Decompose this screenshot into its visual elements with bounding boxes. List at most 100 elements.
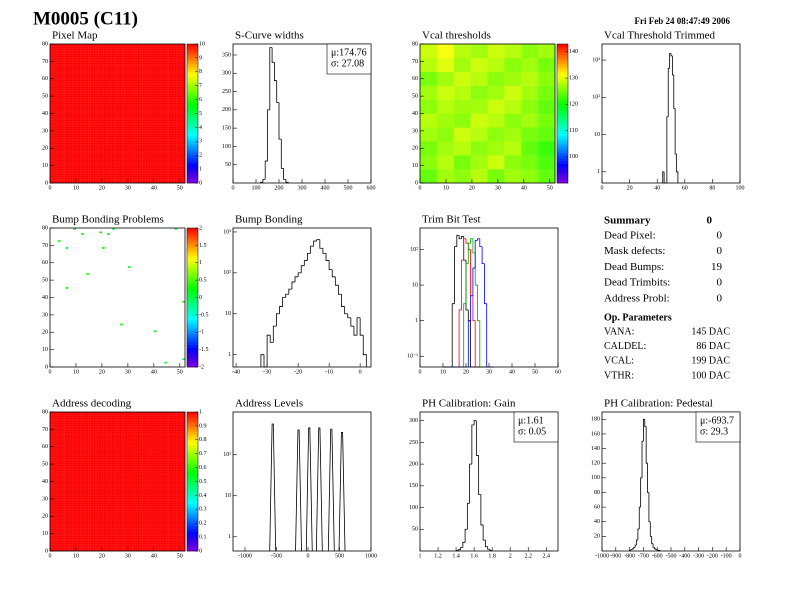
colorbar-segment bbox=[557, 49, 568, 53]
colorbar-segment bbox=[557, 149, 568, 153]
histogram-bin bbox=[350, 317, 354, 327]
colorbar-segment bbox=[557, 85, 568, 89]
colorbar-segment bbox=[187, 278, 198, 282]
colorbar-label: 9 bbox=[199, 55, 202, 61]
y-tick-label: 10 bbox=[225, 493, 231, 499]
y-tick-label: 40 bbox=[42, 479, 48, 485]
summary-label: Dead Trimbits: bbox=[604, 277, 670, 289]
x-tick-label: 100 bbox=[736, 185, 745, 191]
colorbar-segment bbox=[187, 244, 198, 248]
x-tick-label: 20 bbox=[463, 369, 469, 375]
colorbar-label: 140 bbox=[569, 49, 578, 55]
stats-text: μ:174.76 bbox=[331, 47, 367, 58]
summary-label: Dead Pixel: bbox=[604, 230, 656, 242]
colorbar-segment bbox=[187, 71, 198, 75]
y-tick-label: 40 bbox=[42, 295, 48, 301]
plot-frame bbox=[601, 43, 741, 184]
colorbar-segment bbox=[557, 71, 568, 75]
colorbar-segment bbox=[557, 52, 568, 56]
peak bbox=[315, 427, 323, 552]
histogram-bin bbox=[641, 440, 644, 478]
colorbar-label: 10 bbox=[199, 41, 205, 47]
y-tick-label: 10² bbox=[410, 247, 418, 253]
pixel bbox=[65, 287, 69, 289]
colorbar-segment bbox=[557, 66, 568, 70]
colorbar-segment bbox=[187, 283, 198, 287]
colorbar-segment bbox=[187, 478, 198, 482]
colorbar-segment bbox=[187, 77, 198, 81]
histogram-bin bbox=[294, 276, 299, 282]
histogram-bin bbox=[347, 313, 351, 319]
colorbar-label: 7 bbox=[199, 83, 202, 89]
colorbar-segment bbox=[187, 450, 198, 454]
stats-text: σ: 0.05 bbox=[518, 426, 546, 437]
histogram-bin bbox=[477, 285, 480, 322]
y-tick-label: 10 bbox=[42, 347, 48, 353]
x-tick-label: -40 bbox=[232, 369, 240, 375]
y-tick-label: 80 bbox=[42, 41, 48, 47]
histogram-bin bbox=[482, 524, 486, 541]
colorbar-segment bbox=[557, 146, 568, 150]
y-tick-label: 30 bbox=[42, 128, 48, 134]
colorbar-segment bbox=[187, 303, 198, 307]
panel-title: Trim Bit Test bbox=[422, 214, 481, 226]
panel-title: Bump Bonding Problems bbox=[52, 214, 164, 226]
y-tick-label: 200 bbox=[409, 462, 418, 468]
histogram-bin bbox=[471, 424, 475, 465]
histogram-bin bbox=[288, 288, 292, 295]
colorbar-segment bbox=[187, 291, 198, 296]
plot-frame bbox=[419, 411, 559, 552]
x-tick-label: -500 bbox=[666, 553, 677, 559]
x-tick-label: 10 bbox=[73, 369, 79, 375]
histogram-bin bbox=[647, 463, 649, 493]
colorbar-segment bbox=[187, 506, 198, 510]
y-tick-label: 100 bbox=[222, 144, 231, 150]
y-tick-label: 1 bbox=[228, 352, 231, 358]
colorbar-label: 0 bbox=[199, 180, 202, 186]
y-tick-label: 50 bbox=[225, 162, 231, 168]
colorbar-segment bbox=[187, 523, 198, 527]
histogram-bin bbox=[481, 246, 485, 265]
y-tick-label: 200 bbox=[222, 107, 231, 113]
colorbar-segment bbox=[187, 174, 198, 178]
colorbar-segment bbox=[187, 116, 198, 120]
stats-box bbox=[326, 43, 372, 75]
y-tick-label: 10 bbox=[42, 163, 48, 169]
x-tick-label: -20 bbox=[294, 369, 302, 375]
colorbar-segment bbox=[187, 462, 198, 466]
pixel bbox=[86, 273, 89, 275]
pixel bbox=[65, 247, 69, 249]
histogram-bin bbox=[353, 326, 358, 336]
colorbar-segment bbox=[557, 91, 568, 95]
x-tick-label: -30 bbox=[263, 369, 271, 375]
y-tick-label: 150 bbox=[222, 126, 231, 132]
y-tick-label: 180 bbox=[591, 417, 600, 423]
colorbar-segment bbox=[187, 500, 198, 505]
colorbar-segment bbox=[187, 531, 198, 535]
x-tick-label: -600 bbox=[652, 553, 663, 559]
histogram-bin bbox=[313, 240, 317, 247]
summary-value: 0 bbox=[717, 292, 723, 304]
colorbar-segment bbox=[187, 525, 198, 530]
colorbar-segment bbox=[187, 336, 198, 340]
x-tick-label: 300 bbox=[298, 185, 307, 191]
x-tick-label: 10 bbox=[443, 185, 449, 191]
histogram-bin bbox=[645, 426, 648, 464]
colorbar-label: 0.3 bbox=[199, 507, 207, 513]
histogram-bin bbox=[463, 238, 466, 261]
colorbar-segment bbox=[187, 280, 198, 284]
stats-text: μ:1.61 bbox=[518, 415, 544, 426]
histogram-bin bbox=[469, 463, 472, 504]
y-tick-label: 140 bbox=[591, 446, 600, 452]
colorbar-segment bbox=[557, 124, 568, 128]
colorbar-segment bbox=[187, 316, 198, 321]
colorbar-segment bbox=[557, 180, 568, 184]
timestamp: Fri Feb 24 08:47:49 2006 bbox=[635, 16, 731, 26]
colorbar-segment bbox=[187, 542, 198, 546]
colorbar-label: -1.5 bbox=[199, 347, 209, 353]
y-tick-label: 10² bbox=[223, 452, 231, 458]
panel-title: S-Curve widths bbox=[235, 30, 304, 42]
colorbar-label: 2 bbox=[199, 225, 202, 231]
histogram-bin bbox=[269, 335, 274, 343]
x-tick-label: -500 bbox=[271, 553, 282, 559]
